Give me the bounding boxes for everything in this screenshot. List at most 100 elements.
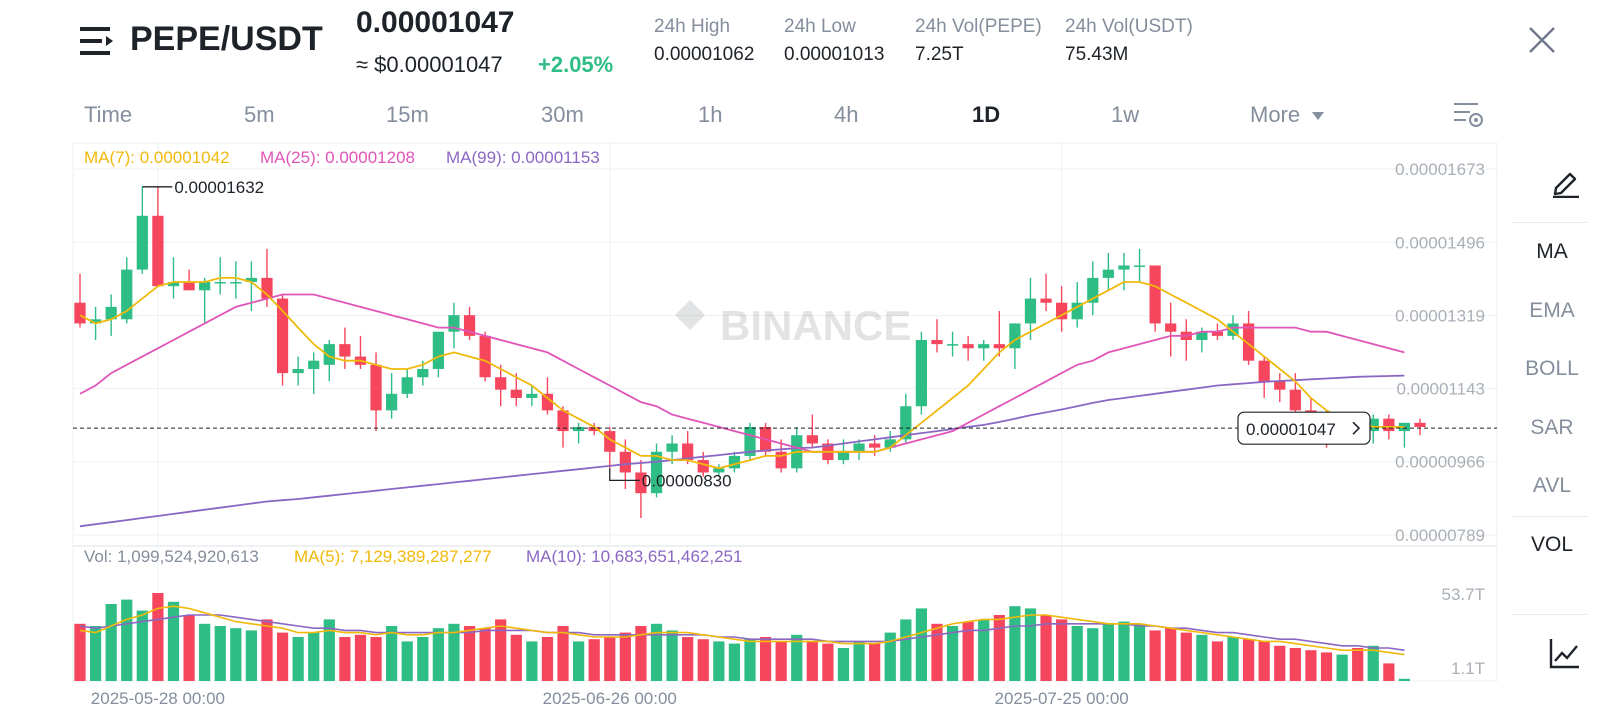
- candle-body: [1242, 323, 1255, 361]
- candle-body: [931, 339, 943, 345]
- candle: [292, 356, 304, 386]
- candle: [1165, 302, 1177, 357]
- candle: [74, 273, 86, 328]
- volume-bar: [417, 637, 429, 681]
- candle: [946, 331, 959, 357]
- candle: [915, 331, 928, 415]
- indicator-ma[interactable]: MA: [1536, 240, 1568, 263]
- tab-15m[interactable]: 15m: [386, 102, 429, 127]
- x-tick-label: 2025-05-28 00:00: [91, 689, 225, 708]
- candle-body: [1133, 265, 1146, 267]
- tab-time[interactable]: Time: [84, 102, 133, 127]
- candle-body: [1056, 302, 1068, 320]
- tab-1w[interactable]: 1w: [1111, 102, 1140, 127]
- y-tick-label: 0.00000966: [1395, 453, 1485, 472]
- volume-bar: [541, 637, 554, 681]
- candle: [308, 352, 320, 394]
- volume-bar: [370, 637, 382, 681]
- candle: [339, 327, 351, 369]
- volume-bar: [308, 632, 320, 681]
- candle: [1118, 253, 1130, 291]
- candle: [1040, 273, 1052, 312]
- volume-bar: [1024, 608, 1037, 681]
- candle-body: [541, 393, 554, 411]
- volume-bar: [557, 626, 569, 681]
- volume-bar: [432, 628, 444, 681]
- candle-body: [463, 315, 476, 336]
- tab-1d[interactable]: 1D: [972, 102, 1001, 127]
- volume-bar: [463, 626, 476, 681]
- candle: [1149, 265, 1161, 332]
- volume-bar: [1149, 630, 1161, 681]
- volume-bar: [759, 637, 772, 681]
- chevron-right-icon: [1352, 421, 1361, 435]
- menu-icon[interactable]: [80, 24, 114, 58]
- volume-bar: [323, 619, 335, 681]
- close-icon[interactable]: [1524, 22, 1560, 58]
- volume-bar: [386, 626, 398, 681]
- candle: [1398, 422, 1411, 448]
- stat-value-high: 0.00001062: [654, 44, 755, 65]
- volume-bar: [775, 641, 787, 681]
- candle-body: [199, 282, 211, 291]
- indicator-sar[interactable]: SAR: [1530, 416, 1574, 439]
- candle: [230, 261, 242, 299]
- tab-4h[interactable]: 4h: [834, 102, 859, 127]
- stat-label-low: 24h Low: [784, 16, 856, 37]
- low-marker-line: [609, 468, 640, 481]
- candle: [853, 439, 865, 461]
- line-chart-icon[interactable]: [1548, 636, 1582, 670]
- candle: [1242, 311, 1255, 365]
- indicator-vol[interactable]: VOL: [1530, 533, 1574, 556]
- volume-bar: [931, 623, 943, 681]
- current-price-badge[interactable]: 0.00001047: [1237, 411, 1371, 445]
- tab-1h[interactable]: 1h: [698, 102, 723, 127]
- candle-body: [1149, 265, 1161, 324]
- kline-chart[interactable]: 0.00001673 0.00001496 0.00001319 0.00001143…: [0, 0, 1500, 720]
- candle-body: [869, 443, 881, 448]
- candle-body: [105, 306, 117, 320]
- volume-bar: [1336, 654, 1348, 681]
- tab-more[interactable]: More: [1250, 102, 1326, 128]
- candle-body: [915, 339, 928, 407]
- candle: [1133, 248, 1146, 283]
- candle-body: [276, 298, 289, 374]
- candle-body: [1071, 302, 1083, 320]
- candle-body: [1274, 381, 1286, 390]
- chart-settings-icon[interactable]: [1452, 100, 1484, 130]
- volume-bar: [666, 630, 678, 681]
- candle: [463, 306, 476, 340]
- volume-bar: [152, 593, 164, 681]
- draw-pencil-icon[interactable]: [1548, 164, 1582, 198]
- candle-body: [1196, 331, 1208, 340]
- volume-bar: [915, 608, 928, 681]
- candle-body: [682, 443, 694, 461]
- y-tick-label: 0.00001496: [1395, 233, 1485, 252]
- binance-logo-icon: [675, 300, 705, 330]
- tab-5m[interactable]: 5m: [244, 102, 275, 127]
- candle: [323, 339, 335, 382]
- volume-bar: [1102, 623, 1114, 681]
- indicator-boll[interactable]: BOLL: [1525, 357, 1579, 380]
- pair-title[interactable]: PEPE/USDT: [130, 20, 323, 58]
- tab-30m[interactable]: 30m: [541, 102, 584, 127]
- volume-bar: [214, 626, 226, 681]
- candle: [791, 426, 803, 473]
- candle-body: [900, 406, 912, 440]
- indicator-avl[interactable]: AVL: [1532, 474, 1572, 497]
- legend-vol-ma5: MA(5): 7,129,389,287,277: [294, 547, 492, 566]
- volume-bar: [1383, 663, 1395, 681]
- candle: [183, 269, 195, 291]
- volume-bar: [1320, 652, 1333, 681]
- candle-body: [1289, 389, 1301, 411]
- candle: [713, 464, 725, 477]
- candle: [432, 331, 444, 378]
- volume-bar: [604, 637, 616, 681]
- candle: [1180, 319, 1192, 361]
- candle-body: [401, 377, 413, 394]
- candle: [276, 294, 289, 386]
- indicator-ema[interactable]: EMA: [1529, 299, 1575, 322]
- candle-body: [308, 360, 320, 369]
- candle-body: [650, 451, 663, 494]
- candle: [121, 257, 133, 324]
